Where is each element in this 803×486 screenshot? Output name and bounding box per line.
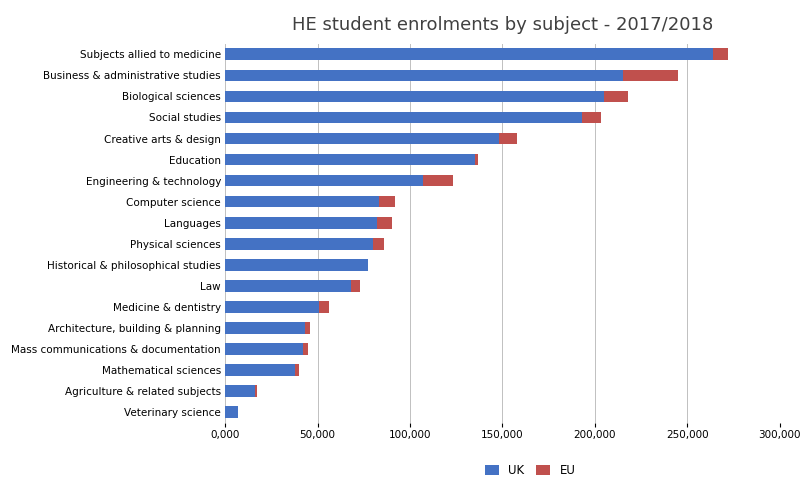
Bar [422, 175, 452, 187]
Bar [350, 280, 360, 292]
Bar [225, 112, 581, 123]
Bar [377, 217, 391, 228]
Bar [225, 238, 373, 250]
Bar [225, 49, 712, 60]
Bar [378, 196, 395, 208]
Bar [225, 364, 295, 376]
Bar [474, 154, 478, 165]
Bar [225, 406, 238, 418]
Bar [712, 49, 728, 60]
Bar [225, 280, 350, 292]
Bar [255, 385, 256, 397]
Bar [225, 90, 604, 102]
Bar [225, 259, 367, 271]
Bar [303, 343, 308, 355]
Bar [581, 112, 600, 123]
Bar [225, 196, 378, 208]
Bar [225, 175, 422, 187]
Legend: UK, EU: UK, EU [479, 459, 580, 482]
Bar [225, 133, 498, 144]
Bar [225, 301, 319, 313]
Bar [225, 322, 304, 334]
Bar [373, 238, 384, 250]
Bar [225, 217, 377, 228]
Bar [604, 90, 627, 102]
Bar [225, 154, 474, 165]
Bar [225, 69, 622, 81]
Bar [319, 301, 328, 313]
Bar [498, 133, 516, 144]
Bar [295, 364, 299, 376]
Bar [225, 343, 303, 355]
Bar [225, 385, 255, 397]
Title: HE student enrolments by subject - 2017/2018: HE student enrolments by subject - 2017/… [291, 16, 712, 34]
Bar [304, 322, 310, 334]
Bar [622, 69, 677, 81]
